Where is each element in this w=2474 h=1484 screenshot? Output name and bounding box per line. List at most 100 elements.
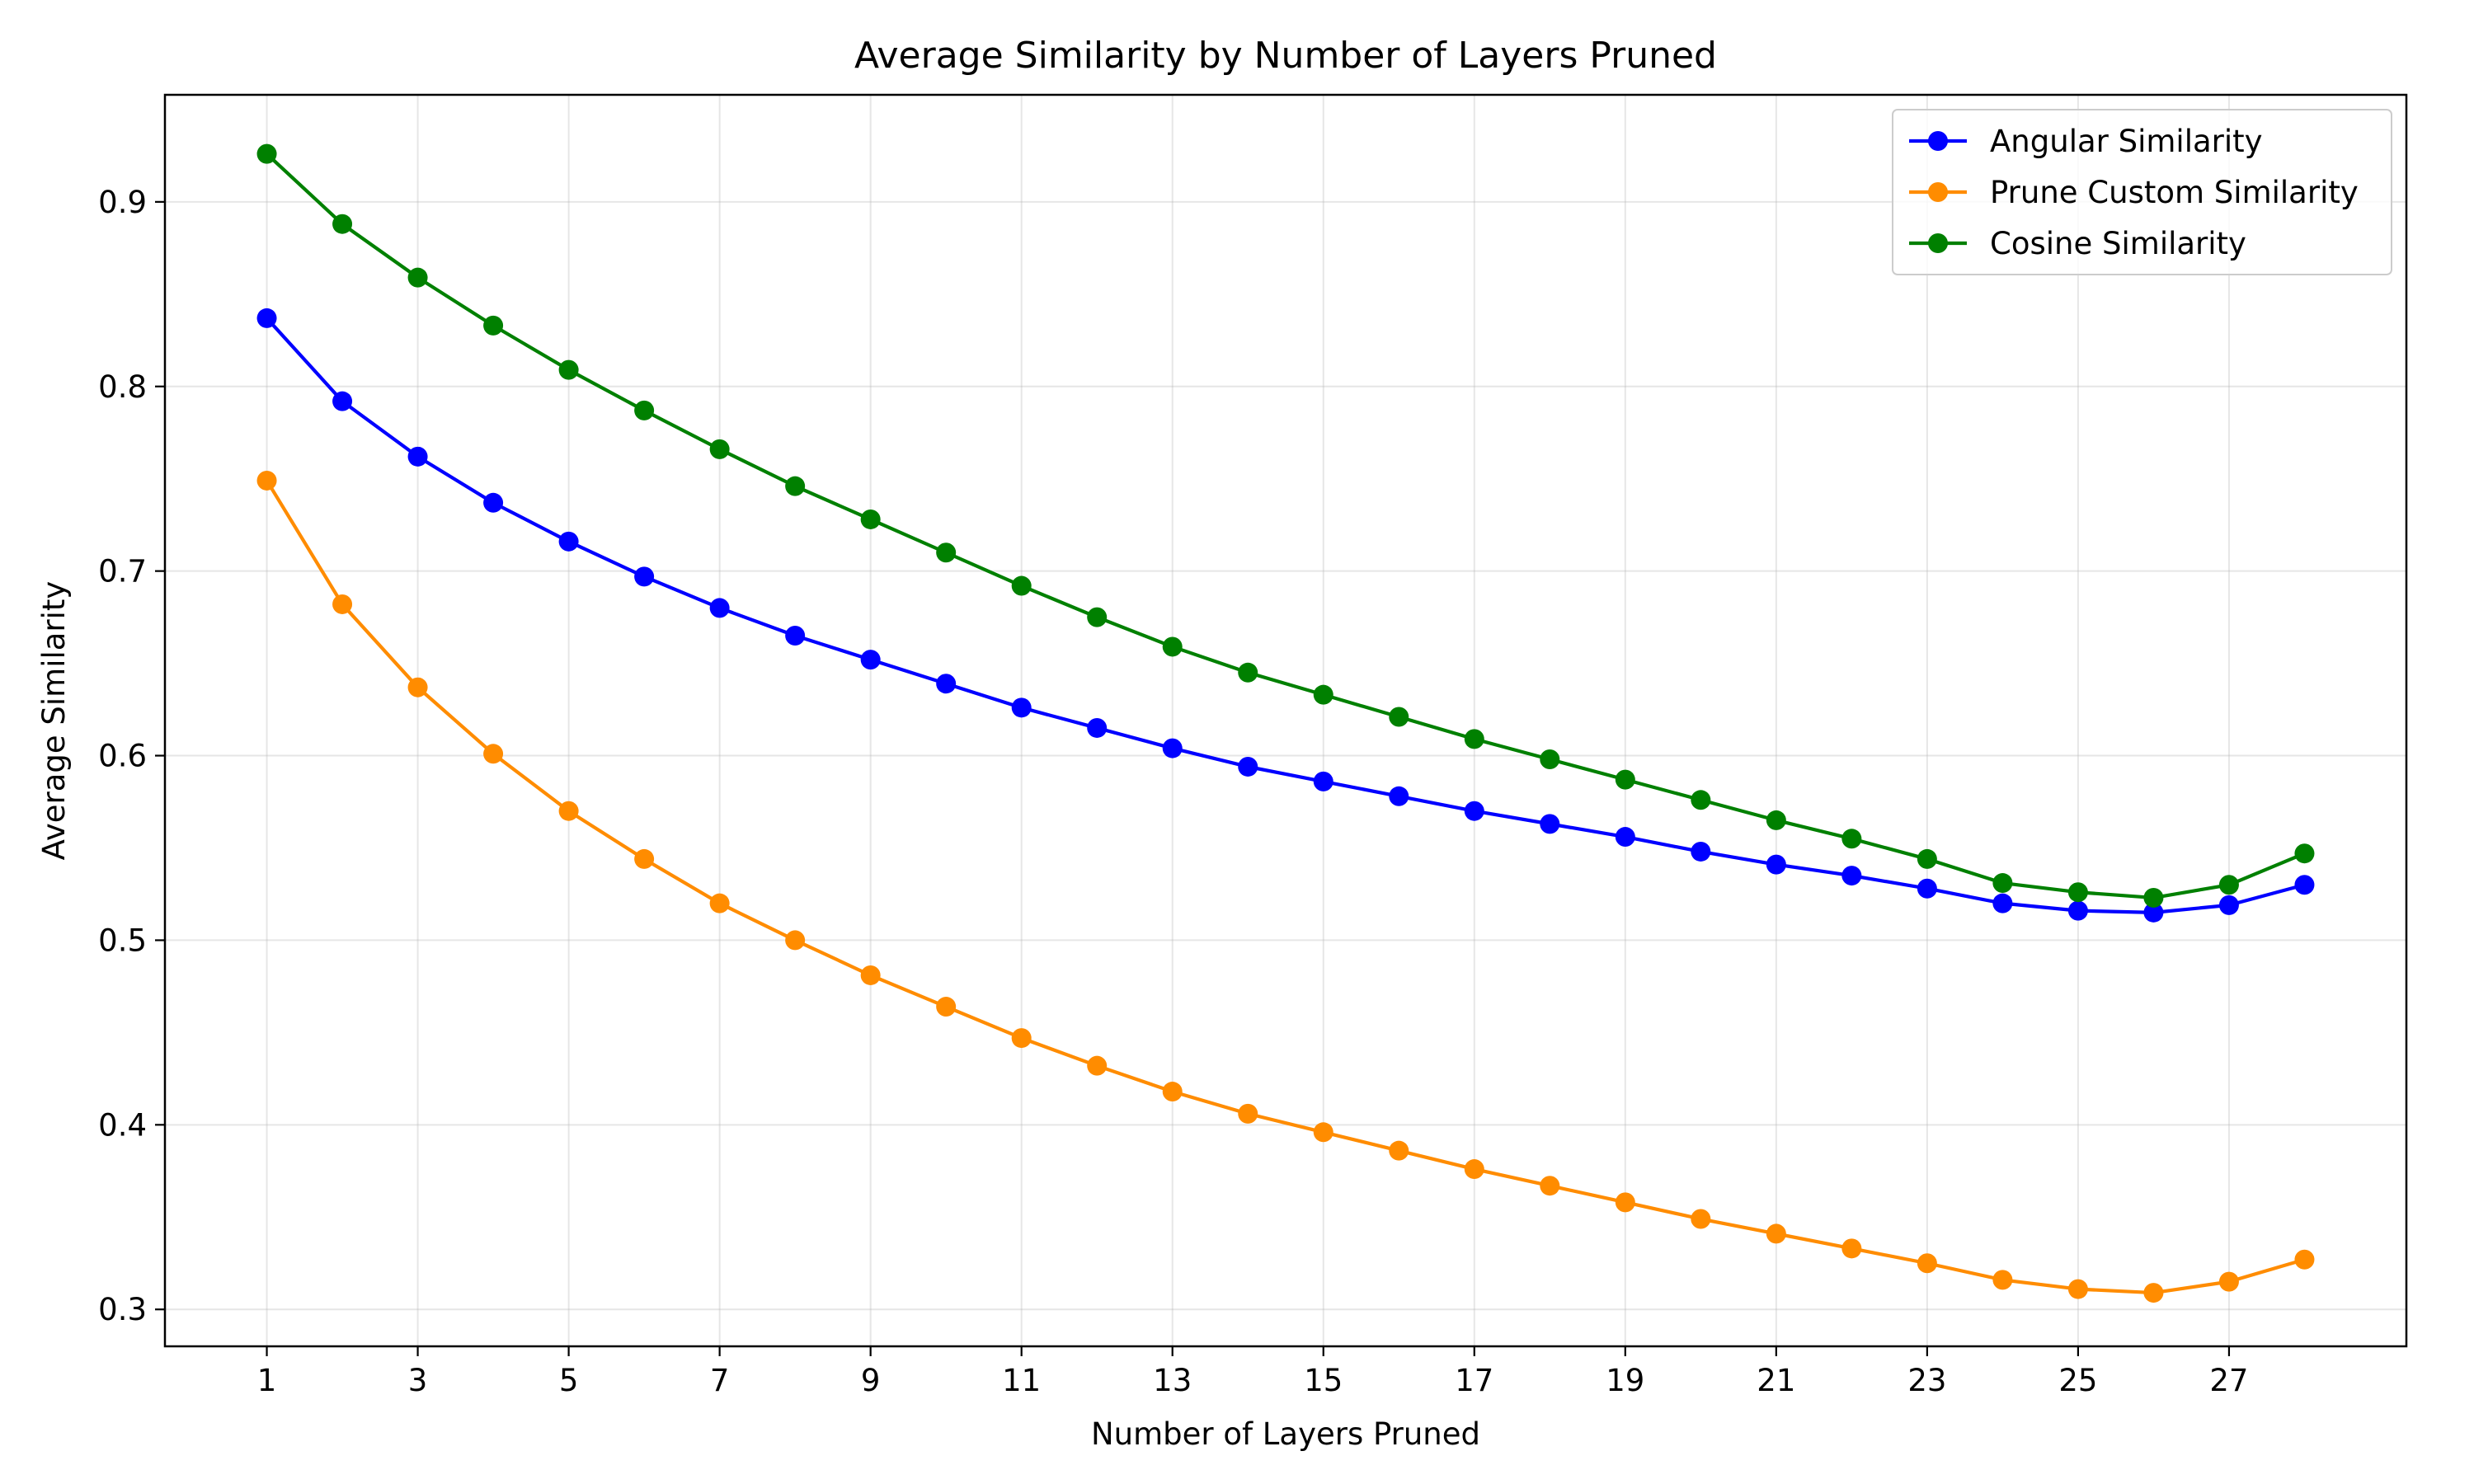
data-point [1540,749,1560,770]
x-tick-label: 27 [2209,1363,2248,1398]
x-tick-label: 21 [1757,1363,1795,1398]
data-point [1540,1176,1560,1196]
x-tick-label: 1 [257,1363,277,1398]
x-axis-label: Number of Layers Pruned [1091,1416,1480,1452]
grid-lines [165,95,2406,1346]
x-tick-label: 15 [1304,1363,1343,1398]
y-tick-label: 0.3 [98,1292,147,1327]
series-line [266,153,2306,900]
x-tick-label: 5 [559,1363,579,1398]
data-point [1615,1192,1635,1213]
x-tick-label: 17 [1455,1363,1493,1398]
plot-frame [163,93,2408,1348]
axis-ticks: 1 3 5 7 9 11 13 15 17 19 21 23 25 270.30.40.50.60.70.… [98,185,2248,1398]
data-point [1691,790,1711,810]
legend-item: Angular Similarity [1909,124,2263,159]
x-tick-label: 11 [1002,1363,1041,1398]
series-cosine-similarity [256,143,2315,908]
data-point [1011,1028,1032,1049]
data-point [483,492,504,513]
data-point [709,893,730,913]
data-point [1615,769,1635,790]
data-point [1464,801,1484,821]
x-tick-label: 7 [710,1363,730,1398]
data-point [558,801,579,821]
data-point [2218,875,2239,895]
legend-label: Prune Custom Similarity [1990,175,2359,210]
legend-marker-swatch [1928,131,1948,151]
data-point [1162,636,1183,657]
x-tick-label: 25 [2058,1363,2097,1398]
data-point [634,566,655,587]
x-tick-label: 23 [1907,1363,1946,1398]
data-point [1087,717,1108,738]
series-line [265,317,2305,914]
x-tick-label: 9 [861,1363,881,1398]
data-point [936,542,957,563]
legend-label: Cosine Similarity [1990,226,2246,261]
data-point [860,509,881,529]
data-point [1917,848,1937,869]
data-point [709,598,730,618]
data-point [1389,786,1409,806]
y-tick-label: 0.8 [98,369,147,405]
y-tick-label: 0.7 [98,554,147,589]
data-point [332,391,353,411]
data-point [256,470,277,491]
data-point [2294,843,2315,864]
data-point [2143,887,2164,908]
data-point [1841,829,1862,849]
series-layer [256,143,2315,1303]
y-tick-label: 0.6 [98,739,147,774]
data-point [332,214,353,234]
data-point [1992,1270,2013,1290]
data-point [1540,814,1560,834]
series-angular-similarity [256,308,2315,923]
data-point [1238,756,1258,777]
data-point [1238,662,1258,683]
data-point [1313,771,1333,791]
series-line [265,479,2306,1295]
legend-label: Angular Similarity [1990,124,2263,159]
y-axis-label: Average Similarity [36,581,72,861]
data-point [2294,1249,2315,1270]
data-point [1464,1159,1484,1180]
data-point [2143,902,2164,923]
data-point [785,930,806,951]
series-prune-custom-similarity [256,470,2315,1303]
data-point [1087,607,1108,627]
data-point [1389,1140,1409,1161]
data-point [407,267,428,288]
legend-marker-swatch [1928,233,1948,253]
data-point [1238,1103,1258,1124]
data-point [709,439,730,459]
x-tick-label: 13 [1153,1363,1192,1398]
data-point [1464,729,1484,749]
data-point [1313,684,1333,705]
x-tick-label: 19 [1606,1363,1644,1398]
data-point [1691,1209,1711,1229]
legend-item: Prune Custom Similarity [1909,175,2359,210]
data-point [1766,1223,1786,1244]
y-tick-label: 0.5 [98,923,147,958]
data-point [558,359,579,380]
data-point [1389,707,1409,727]
legend-box [1892,109,2392,275]
chart-title: Average Similarity by Number of Layers P… [854,35,1717,77]
data-point [558,531,579,552]
data-point [2294,875,2315,895]
data-point [2067,900,2088,921]
data-point [1917,1253,1937,1274]
data-point [407,677,428,697]
data-point [785,476,806,496]
data-point [1766,810,1786,830]
data-point [483,744,504,764]
data-point [1313,1122,1333,1143]
data-point [634,848,655,869]
legend: Angular Similarity Prune Custom Similarit… [1892,109,2392,275]
data-point [1162,1082,1183,1102]
data-point [1011,697,1032,718]
data-point [483,315,504,336]
legend-item: Cosine Similarity [1909,226,2246,261]
data-point [1841,866,1862,886]
